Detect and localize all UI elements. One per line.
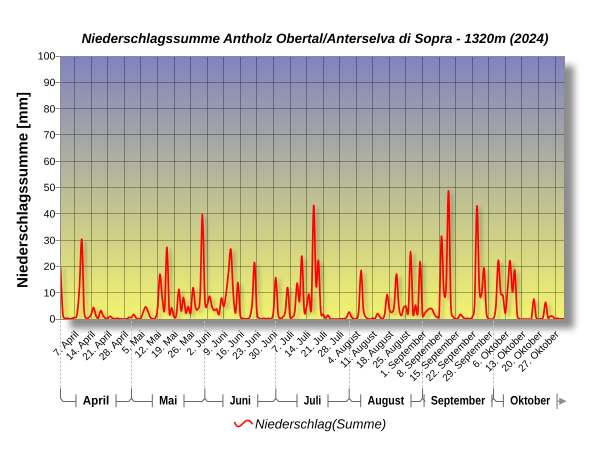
svg-text:April: April	[83, 393, 110, 407]
svg-text:50: 50	[44, 182, 56, 194]
svg-text:Juli: Juli	[304, 393, 321, 407]
svg-text:Niederschlagssumme Antholz Obe: Niederschlagssumme Antholz Obertal/Anter…	[82, 31, 549, 46]
svg-text:Niederschlag(Summe): Niederschlag(Summe)	[255, 417, 386, 432]
svg-text:Niederschlagssumme [mm]: Niederschlagssumme [mm]	[15, 92, 32, 288]
svg-text:September: September	[431, 393, 485, 407]
svg-text:0: 0	[49, 314, 55, 326]
svg-text:60: 60	[44, 156, 56, 168]
svg-text:Mai: Mai	[159, 393, 177, 407]
svg-text:70: 70	[44, 130, 56, 142]
svg-text:Oktober: Oktober	[510, 393, 550, 407]
svg-text:30: 30	[44, 235, 56, 247]
svg-text:80: 80	[44, 103, 56, 115]
svg-text:Juni: Juni	[230, 393, 251, 407]
svg-text:40: 40	[44, 209, 56, 221]
svg-text:100: 100	[38, 51, 56, 63]
svg-text:10: 10	[44, 287, 56, 299]
svg-text:20: 20	[44, 261, 56, 273]
svg-text:August: August	[368, 393, 405, 407]
svg-text:90: 90	[44, 77, 56, 89]
